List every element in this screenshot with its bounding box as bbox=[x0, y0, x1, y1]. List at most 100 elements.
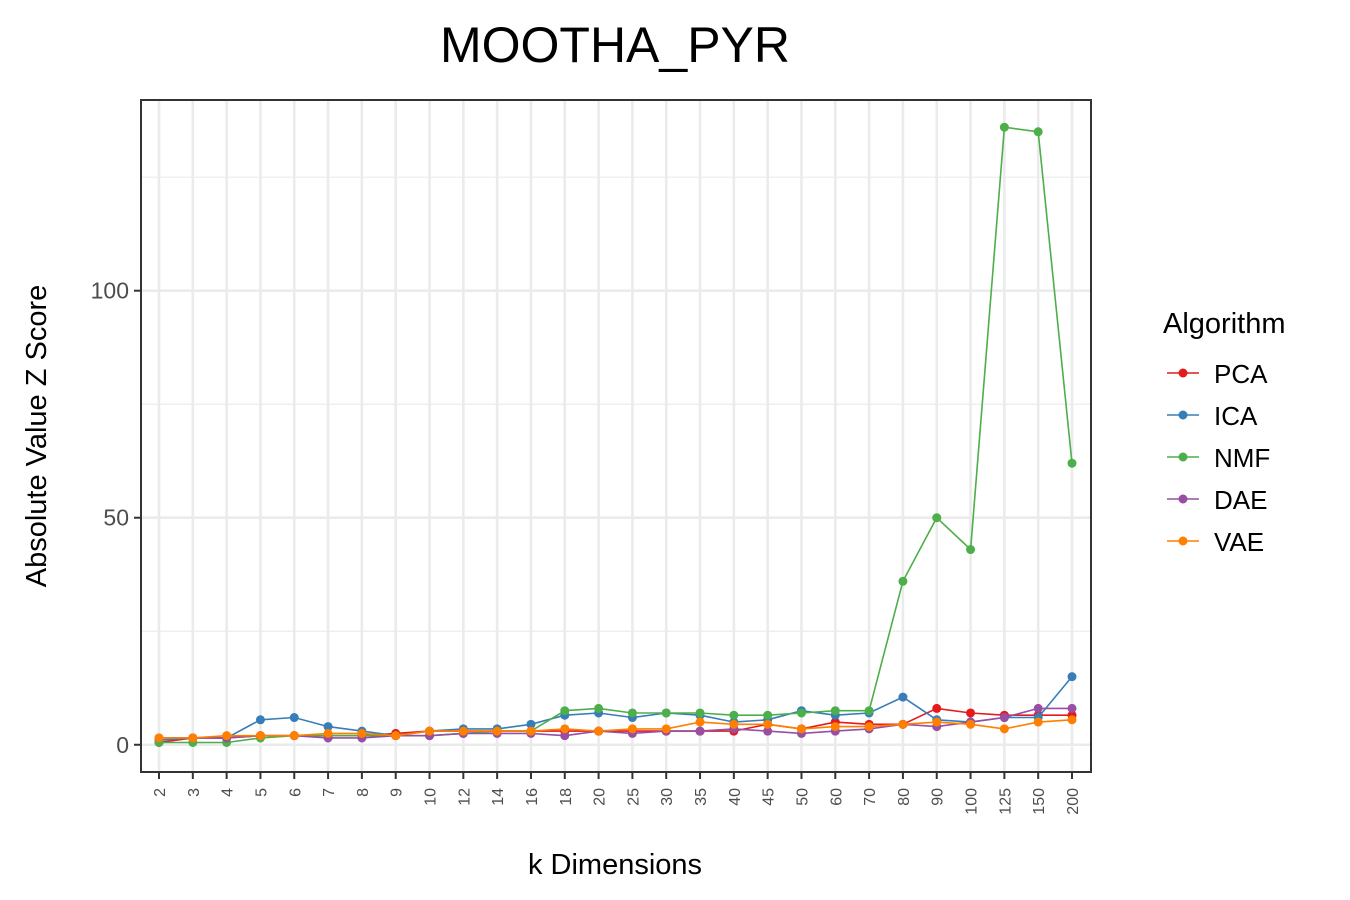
data-point-nmf bbox=[864, 706, 874, 716]
x-tick-label: 16 bbox=[524, 788, 541, 806]
data-point-nmf bbox=[627, 708, 637, 718]
data-point-dae bbox=[763, 726, 773, 736]
data-point-nmf bbox=[1067, 458, 1077, 468]
chart-title: MOOTHA_PYR bbox=[440, 17, 790, 73]
data-point-vae bbox=[425, 726, 435, 736]
grid bbox=[141, 100, 1091, 772]
x-tick-label: 9 bbox=[389, 788, 406, 797]
data-point-vae bbox=[763, 719, 773, 729]
data-point-vae bbox=[796, 724, 806, 734]
data-point-vae bbox=[999, 724, 1009, 734]
x-tick-label: 8 bbox=[355, 788, 372, 797]
series-line-nmf bbox=[159, 126, 1073, 744]
legend-key-point bbox=[1178, 494, 1188, 504]
data-point-ica bbox=[898, 692, 908, 702]
data-point-vae bbox=[830, 722, 840, 732]
x-tick-label: 70 bbox=[862, 788, 879, 806]
x-axis: 2 3 4 5 6 7 8 9 10 12 14 16 18 20 25 30 35 40 45 50 60 70 80 90… bbox=[152, 772, 1082, 815]
legend-item-pca: PCA bbox=[1167, 359, 1268, 389]
x-tick-label: 12 bbox=[456, 788, 473, 806]
data-point-vae bbox=[560, 724, 570, 734]
data-point-nmf bbox=[729, 710, 739, 720]
x-tick-label: 5 bbox=[253, 788, 270, 797]
data-point-dae bbox=[560, 731, 570, 741]
data-point-vae bbox=[661, 724, 671, 734]
x-tick-label: 45 bbox=[761, 788, 778, 806]
data-point-vae bbox=[1033, 717, 1043, 727]
data-point-pca bbox=[966, 708, 976, 718]
data-point-dae bbox=[999, 713, 1009, 723]
data-point-nmf bbox=[999, 122, 1009, 132]
legend-key-point bbox=[1178, 368, 1188, 378]
data-point-vae bbox=[898, 719, 908, 729]
legend-title: Algorithm bbox=[1163, 308, 1286, 340]
legend-label: PCA bbox=[1214, 359, 1268, 389]
x-tick-label: 25 bbox=[625, 788, 642, 806]
legend-label: VAE bbox=[1214, 527, 1264, 557]
data-point-vae bbox=[323, 728, 333, 738]
y-tick-label: 0 bbox=[116, 732, 129, 758]
data-point-vae bbox=[255, 731, 265, 741]
y-tick-label: 50 bbox=[103, 505, 129, 531]
series-line-ica bbox=[158, 676, 1073, 741]
data-point-vae bbox=[594, 726, 604, 736]
data-point-nmf bbox=[1033, 127, 1043, 137]
x-tick-label: 35 bbox=[693, 788, 710, 806]
x-tick-label: 80 bbox=[896, 788, 913, 806]
data-point-vae bbox=[627, 724, 637, 734]
x-tick-label: 50 bbox=[794, 788, 811, 806]
data-point-vae bbox=[1067, 715, 1077, 725]
data-point-nmf bbox=[763, 710, 773, 720]
data-point-nmf bbox=[898, 576, 908, 586]
data-point-nmf bbox=[695, 708, 705, 718]
data-point-vae bbox=[526, 726, 536, 736]
data-point-ica bbox=[526, 719, 536, 729]
data-point-pca bbox=[932, 703, 942, 713]
data-point-nmf bbox=[661, 708, 671, 718]
data-point-ica bbox=[1067, 672, 1077, 682]
data-point-ica bbox=[323, 722, 333, 732]
data-point-vae bbox=[966, 719, 976, 729]
x-axis-title: k Dimensions bbox=[528, 849, 702, 881]
y-axis: 0 50 100 bbox=[91, 278, 141, 758]
x-tick-label: 6 bbox=[287, 788, 304, 797]
x-tick-label: 18 bbox=[558, 788, 575, 806]
series-line-vae bbox=[159, 719, 1073, 739]
data-point-vae bbox=[154, 733, 164, 743]
series-layer bbox=[154, 122, 1077, 747]
data-point-nmf bbox=[932, 513, 942, 523]
series-vae bbox=[154, 715, 1077, 743]
data-point-vae bbox=[357, 728, 367, 738]
legend: Algorithm PCA ICA NMF DAE VAE bbox=[1163, 308, 1286, 557]
data-point-nmf bbox=[796, 708, 806, 718]
data-point-nmf bbox=[830, 706, 840, 716]
panel-border bbox=[140, 99, 1092, 773]
x-tick-label: 4 bbox=[220, 788, 237, 797]
data-point-dae bbox=[1033, 703, 1043, 713]
legend-item-dae: DAE bbox=[1167, 485, 1267, 515]
data-point-ica bbox=[289, 713, 299, 723]
x-tick-label: 3 bbox=[186, 788, 203, 797]
x-tick-label: 200 bbox=[1065, 788, 1082, 815]
data-point-vae bbox=[458, 726, 468, 736]
x-tick-label: 100 bbox=[964, 788, 981, 815]
legend-key-point bbox=[1178, 536, 1188, 546]
y-tick-label: 100 bbox=[91, 278, 129, 304]
x-tick-label: 150 bbox=[1031, 788, 1048, 815]
legend-label: ICA bbox=[1214, 401, 1258, 431]
legend-item-ica: ICA bbox=[1167, 401, 1258, 431]
legend-key-point bbox=[1178, 452, 1188, 462]
x-tick-label: 20 bbox=[592, 788, 609, 806]
legend-item-vae: VAE bbox=[1167, 527, 1264, 557]
data-point-vae bbox=[222, 731, 232, 741]
legend-label: NMF bbox=[1214, 443, 1270, 473]
legend-item-nmf: NMF bbox=[1167, 443, 1270, 473]
series-line-dae bbox=[159, 707, 1072, 739]
x-tick-label: 40 bbox=[727, 788, 744, 806]
x-tick-label: 30 bbox=[659, 788, 676, 806]
x-tick-label: 90 bbox=[930, 788, 947, 806]
data-point-nmf bbox=[560, 706, 570, 716]
x-tick-label: 10 bbox=[423, 788, 440, 806]
plot-panel bbox=[141, 100, 1091, 772]
data-point-dae bbox=[1067, 703, 1077, 713]
